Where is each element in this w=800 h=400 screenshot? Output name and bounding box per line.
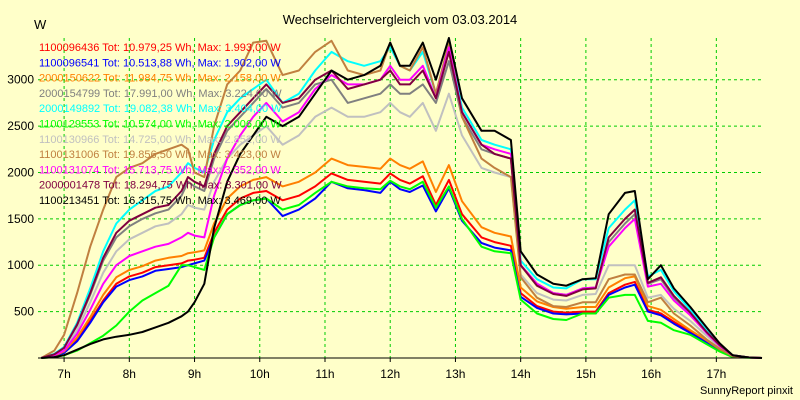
series-line-6 <box>41 179 763 359</box>
series-line-7 <box>41 92 763 359</box>
x-tick-label: 9h <box>188 367 201 381</box>
y-tick-label: 3000 <box>7 73 34 87</box>
legend-entry: 1100130966 Tot: 14.725,00 Wh, Max: 2.852… <box>39 134 281 146</box>
legend-entry: 2000154799 Tot: 17.991,00 Wh, Max: 3.224… <box>39 88 282 100</box>
legend-entry: 1100096541 Tot: 10.513,88 Wh, Max: 1.902… <box>39 57 281 69</box>
y-tick-label: 1500 <box>7 212 34 226</box>
legend-entry: 1100096436 Tot: 10.979,25 Wh, Max: 1.993… <box>39 42 281 54</box>
y-tick-label: 2000 <box>7 165 34 179</box>
legend-entry: 2000001478 Tot: 18.294,75 Wh, Max: 3.301… <box>39 180 282 192</box>
x-tick-label: 11h <box>315 367 334 381</box>
x-tick-label: 12h <box>380 367 400 381</box>
footer-credit: SunnyReport pinxit <box>700 385 793 397</box>
legend-entry: 1100131006 Tot: 19.856,50 Wh, Max: 3.423… <box>39 149 281 161</box>
series-line-1 <box>41 172 763 359</box>
series-line-11 <box>41 37 763 359</box>
y-axis-unit: W <box>34 17 47 32</box>
x-tick-label: 7h <box>57 367 70 381</box>
x-axis-ticks: 7h 8h 9h 10h 11h 12h 13h 14h 15h 16h 17h <box>57 358 726 381</box>
x-tick-label: 10h <box>250 367 270 381</box>
x-tick-label: 8h <box>123 367 136 381</box>
legend-entry: 1100129553 Tot: 10.574,00 Wh, Max: 2.006… <box>39 119 281 131</box>
legend-entry: 1100213451 Tot: 16.315,75 Wh, Max: 3.469… <box>39 195 281 207</box>
y-tick-label: 500 <box>14 305 34 319</box>
series-line-9 <box>41 46 763 359</box>
y-axis-ticks: 500 1000 1500 2000 2500 3000 <box>7 73 34 319</box>
x-tick-label: 17h <box>706 367 726 381</box>
x-tick-label: 13h <box>445 367 465 381</box>
x-tick-label: 15h <box>576 367 596 381</box>
grid-lines <box>38 38 762 358</box>
series-line-10 <box>41 50 763 359</box>
legend-entry: 1100131074 Tot: 15.713,75 Wh, Max: 3.352… <box>39 164 281 176</box>
series-line-5 <box>40 46 763 359</box>
legend: 1100096436 Tot: 10.979,25 Wh, Max: 1.993… <box>39 42 282 207</box>
y-tick-label: 2500 <box>7 119 34 133</box>
legend-entry: 2000150622 Tot: 11.984,75 Wh, Max: 2.158… <box>39 73 281 85</box>
chart-title: Wechselrichtervergleich vom 03.03.2014 <box>283 12 518 27</box>
x-tick-label: 14h <box>511 367 531 381</box>
legend-entry: 2000149892 Tot: 19.082,38 Wh, Max: 3.404… <box>39 103 282 115</box>
x-tick-label: 16h <box>641 367 661 381</box>
y-tick-label: 1000 <box>7 258 34 272</box>
series-lines <box>40 37 763 359</box>
